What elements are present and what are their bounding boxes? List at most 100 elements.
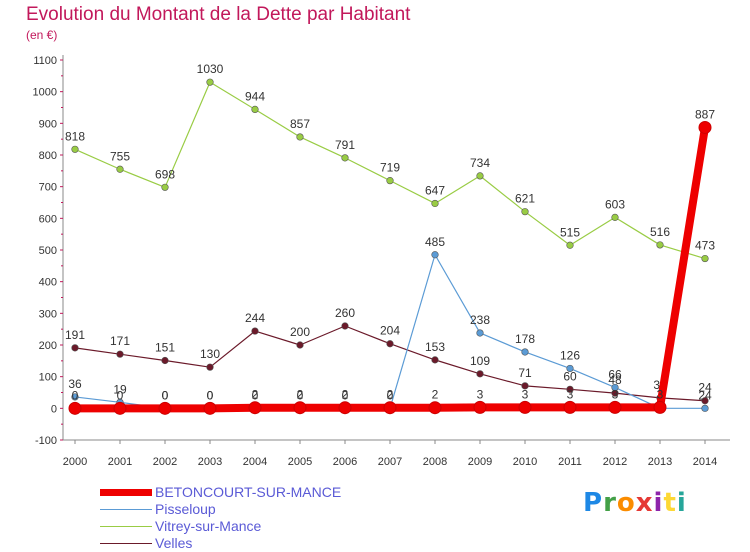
data-label: 755 xyxy=(110,149,130,163)
data-label: 0 xyxy=(162,388,169,402)
data-point xyxy=(71,145,79,153)
data-point xyxy=(296,133,304,141)
data-label: 126 xyxy=(560,348,580,362)
data-point xyxy=(566,385,574,393)
x-tick-label: 2011 xyxy=(558,456,582,468)
x-tick-label: 2013 xyxy=(648,456,672,468)
x-tick-label: 2008 xyxy=(423,456,447,468)
data-label: 238 xyxy=(470,313,490,327)
data-label: 0 xyxy=(297,388,304,402)
data-label: 153 xyxy=(425,340,445,354)
data-point xyxy=(161,356,169,365)
x-tick-label: 2009 xyxy=(468,456,492,468)
data-point xyxy=(161,183,169,191)
data-point xyxy=(428,401,442,415)
data-label: 3 xyxy=(477,387,484,401)
data-point xyxy=(698,120,712,134)
data-label: 151 xyxy=(155,341,175,355)
y-tick-label: 700 xyxy=(39,182,57,194)
data-point xyxy=(521,348,529,356)
legend-swatch xyxy=(100,543,152,544)
proxiti-logo: Proxiti xyxy=(583,488,687,518)
data-point xyxy=(386,177,394,185)
data-label: 71 xyxy=(518,366,532,380)
y-tick-label: 300 xyxy=(39,308,57,320)
data-label: 0 xyxy=(252,388,259,402)
x-tick-label: 2007 xyxy=(378,456,402,468)
data-point xyxy=(341,322,349,330)
data-label: 887 xyxy=(695,107,715,121)
data-point xyxy=(116,165,124,173)
data-label: 515 xyxy=(560,225,580,239)
data-label: 3 xyxy=(567,387,574,401)
y-tick-label: 100 xyxy=(39,372,57,384)
data-label: 3 xyxy=(612,387,619,401)
data-label: 698 xyxy=(155,167,175,181)
data-point xyxy=(566,241,574,249)
chart-title: Evolution du Montant de la Dette par Hab… xyxy=(26,4,411,25)
data-point xyxy=(701,404,709,412)
y-tick-label: 500 xyxy=(39,245,57,257)
data-label: 109 xyxy=(470,354,490,368)
data-label: 66 xyxy=(608,367,622,381)
data-label: 2 xyxy=(342,388,349,402)
x-tick-label: 2012 xyxy=(603,456,627,468)
legend-swatch xyxy=(100,509,152,510)
data-point xyxy=(248,401,262,415)
data-label: 2 xyxy=(252,388,259,402)
data-point xyxy=(296,341,304,349)
x-tick-label: 2006 xyxy=(333,456,357,468)
legend-label: BETONCOURT-SUR-MANCE xyxy=(155,484,342,500)
data-label: 60 xyxy=(563,369,577,383)
data-label: 0 xyxy=(207,388,214,402)
data-label: 647 xyxy=(425,183,445,197)
data-label: 19 xyxy=(113,382,127,396)
data-point xyxy=(251,327,259,335)
data-point xyxy=(431,199,439,208)
data-point xyxy=(701,254,709,263)
data-point xyxy=(71,344,79,352)
data-label: 621 xyxy=(515,192,535,206)
x-tick-label: 2002 xyxy=(153,456,177,468)
data-point xyxy=(518,400,532,414)
data-point xyxy=(476,329,484,337)
data-point xyxy=(473,400,487,414)
data-label: 2 xyxy=(387,388,394,402)
y-tick-label: -100 xyxy=(35,435,57,447)
y-tick-label: 200 xyxy=(39,340,57,352)
x-tick-label: 2014 xyxy=(693,456,717,468)
data-label: 24 xyxy=(698,381,712,395)
data-label: 200 xyxy=(290,325,310,339)
data-label: 719 xyxy=(380,161,400,175)
data-label: 260 xyxy=(335,306,355,320)
legend-swatch xyxy=(100,526,152,527)
data-label: 3 xyxy=(657,387,664,401)
data-label: 191 xyxy=(65,328,85,342)
data-point xyxy=(566,364,574,373)
x-tick-label: 2005 xyxy=(288,456,312,468)
data-label: 0 xyxy=(162,388,169,402)
y-tick-label: 1100 xyxy=(33,55,57,67)
data-point xyxy=(476,172,484,180)
data-point xyxy=(563,400,577,414)
data-point xyxy=(611,383,619,392)
data-label: 1030 xyxy=(197,62,224,76)
data-label: 791 xyxy=(335,138,355,152)
data-label: 944 xyxy=(245,89,265,103)
data-point xyxy=(656,241,664,249)
y-tick-label: 900 xyxy=(39,118,57,130)
data-point xyxy=(521,382,529,390)
data-point xyxy=(68,401,82,415)
data-label: 857 xyxy=(290,117,310,131)
data-label: 171 xyxy=(110,334,130,348)
data-label: 0 xyxy=(387,388,394,402)
data-label: 36 xyxy=(68,377,82,391)
data-point xyxy=(116,350,124,358)
data-point xyxy=(341,154,349,162)
data-label: 734 xyxy=(470,156,490,170)
data-label: 244 xyxy=(245,311,265,325)
data-point xyxy=(383,401,397,415)
data-label: 473 xyxy=(695,239,715,253)
data-point xyxy=(251,105,259,113)
